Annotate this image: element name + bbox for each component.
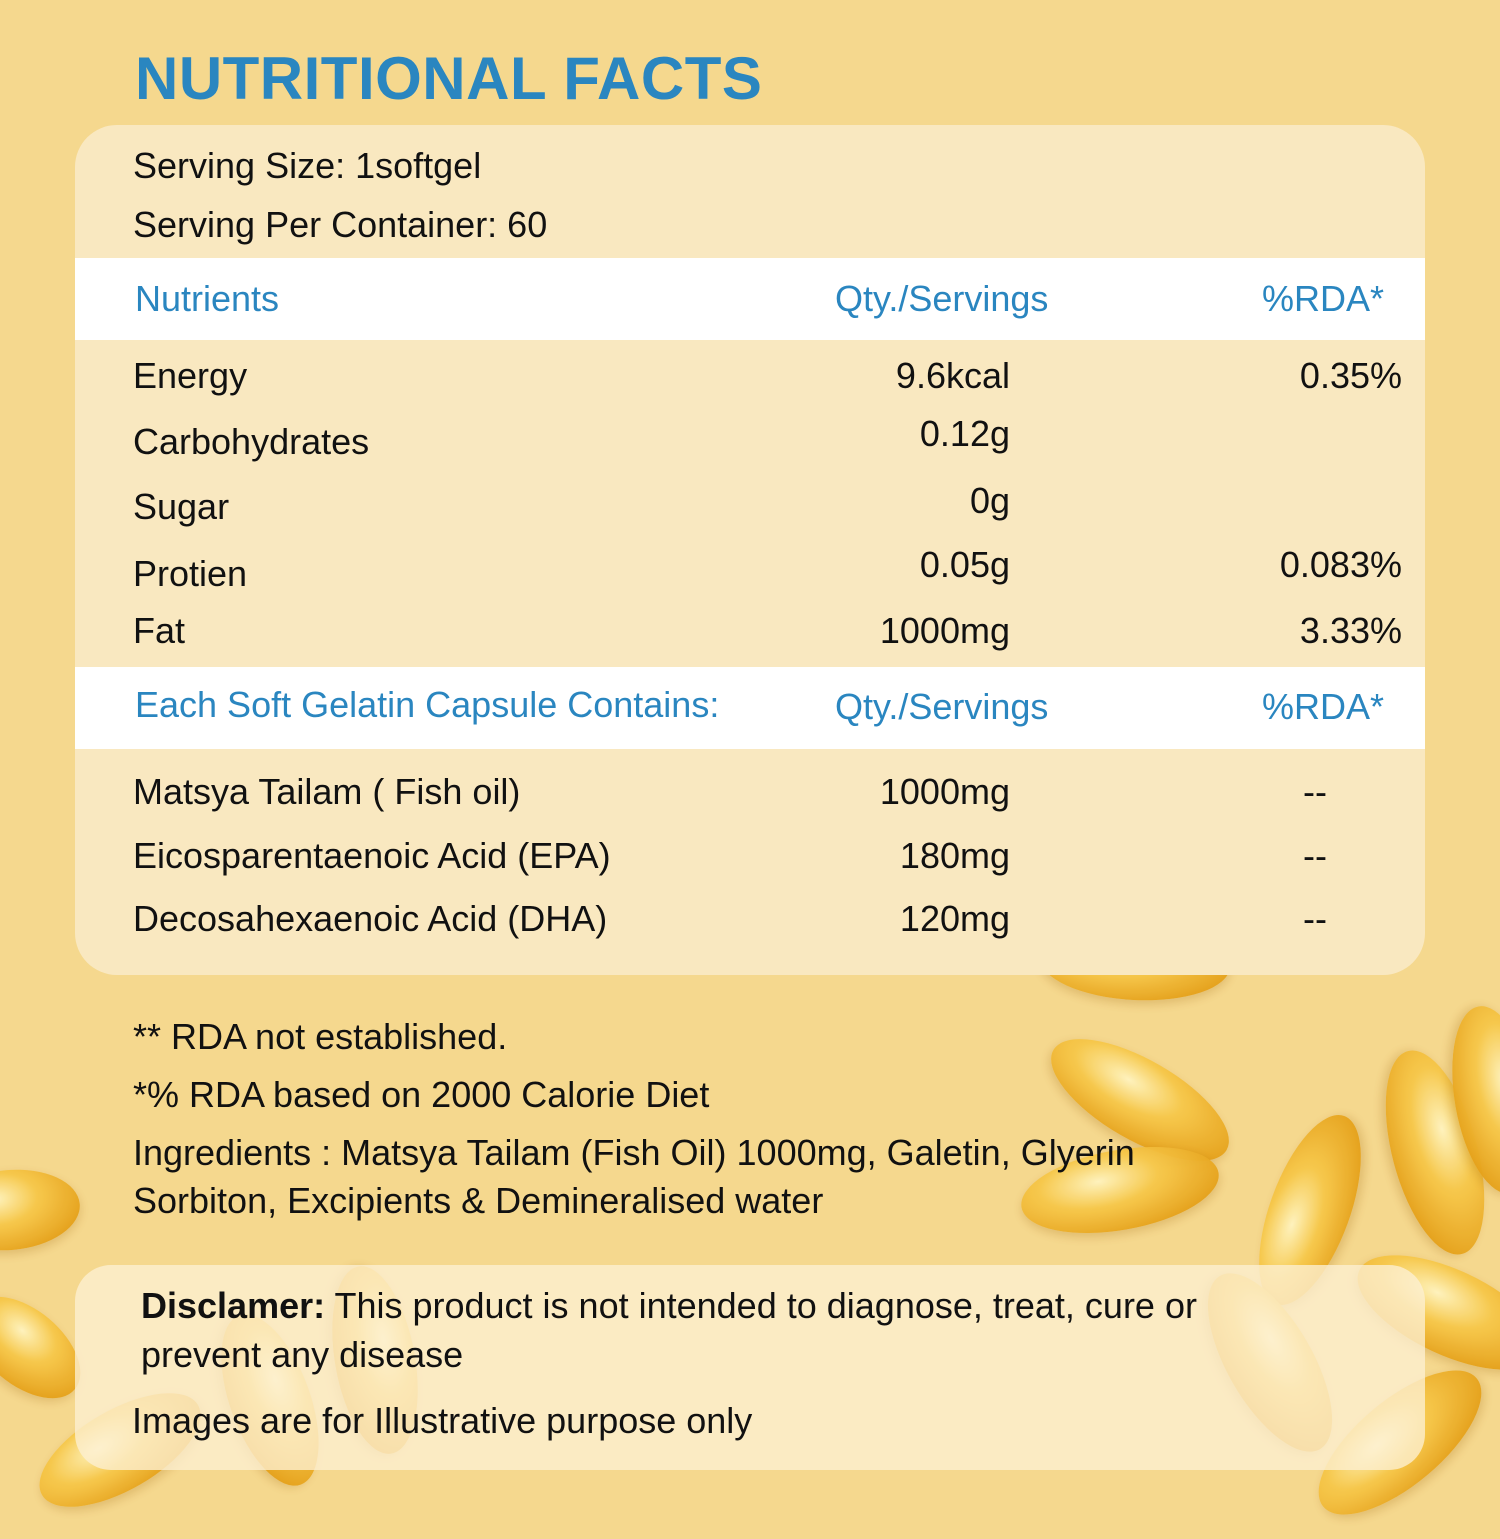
images-note: Images are for Illustrative purpose only [132, 1400, 753, 1441]
column-header-qty: Qty./Servings [835, 686, 1049, 727]
table-row-qty: 1000mg [879, 771, 1010, 812]
disclaimer-body: This product is not intended to diagnose… [325, 1285, 1197, 1326]
table-row-qty: 0g [969, 480, 1010, 521]
disclaimer-text-2: prevent any disease [141, 1334, 464, 1375]
table-row-rda: 0.35% [1299, 355, 1402, 396]
table-row-qty: 120mg [899, 898, 1010, 939]
column-header-capsule-contents: Each Soft Gelatin Capsule Contains: [135, 684, 720, 725]
column-header-qty: Qty./Servings [835, 278, 1049, 319]
table-row-qty: 180mg [899, 835, 1010, 876]
disclaimer-card: Disclamer: This product is not intended … [75, 1265, 1425, 1470]
table-row-qty: 1000mg [879, 610, 1010, 651]
ingredients-line-2: Sorbiton, Excipients & Demineralised wat… [133, 1180, 824, 1221]
table-row-name: Eicosparentaenoic Acid (EPA) [133, 835, 611, 876]
table-row-name: Sugar [133, 486, 230, 527]
table-row-rda: 3.33% [1299, 610, 1402, 651]
column-header-nutrients: Nutrients [135, 278, 280, 319]
table-row-qty: 9.6kcal [895, 355, 1010, 396]
table-row-qty: 0.05g [919, 544, 1010, 585]
disclaimer-label: Disclamer: [141, 1285, 326, 1326]
column-header-rda: %RDA* [1262, 278, 1385, 319]
table-row-name: Energy [133, 355, 248, 396]
ingredients-line-1: Ingredients : Matsya Tailam (Fish Oil) 1… [133, 1132, 1135, 1173]
table-header-capsule: Each Soft Gelatin Capsule Contains: Qty.… [75, 667, 1425, 749]
page-title: NUTRITIONAL FACTS [135, 45, 763, 112]
table-row-rda: -- [1303, 771, 1327, 812]
column-header-rda: %RDA* [1262, 686, 1385, 727]
note-rda-basis: *% RDA based on 2000 Calorie Diet [133, 1074, 710, 1115]
serving-size: Serving Size: 1softgel [133, 145, 482, 186]
servings-per-container: Serving Per Container: 60 [133, 204, 548, 245]
table-header-nutrients: Nutrients Qty./Servings %RDA* [75, 258, 1425, 340]
table-row-name: Matsya Tailam ( Fish oil) [133, 771, 521, 812]
table-row-rda: -- [1303, 835, 1327, 876]
disclaimer-text: Disclamer: This product is not intended … [141, 1285, 1197, 1327]
table-row-rda: 0.083% [1279, 544, 1402, 585]
table-row-name: Decosahexaenoic Acid (DHA) [133, 898, 608, 939]
nutrition-facts-card: Serving Size: 1softgel Serving Per Conta… [75, 125, 1425, 975]
table-row-rda: -- [1303, 898, 1327, 939]
table-row-qty: 0.12g [919, 413, 1010, 454]
table-row-name: Fat [133, 610, 186, 651]
note-rda-not-established: ** RDA not established. [133, 1016, 508, 1057]
table-row-name: Carbohydrates [133, 421, 370, 462]
softgel-capsule-image [0, 1164, 84, 1256]
table-row-name: Protien [133, 553, 248, 594]
